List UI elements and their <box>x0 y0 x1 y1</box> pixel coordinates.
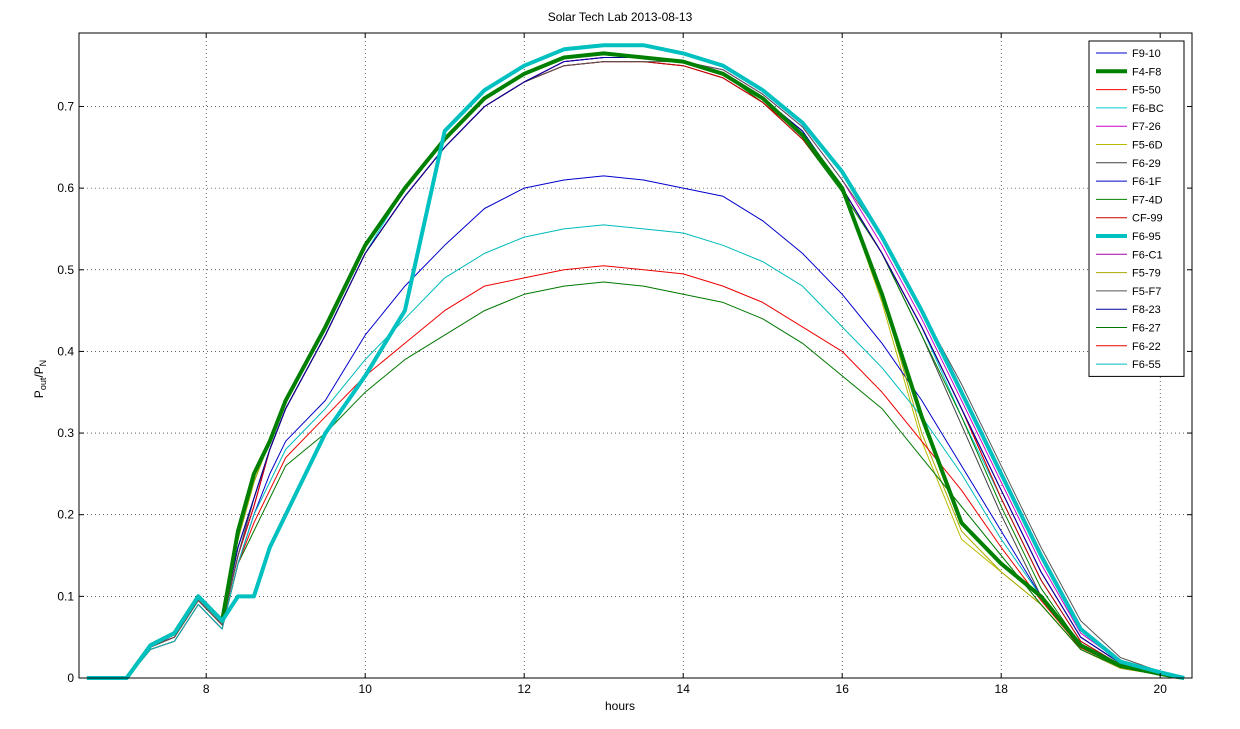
x-tick-label: 18 <box>995 682 1009 696</box>
series-line-f6-c1 <box>86 57 1185 679</box>
series-line-f6-bc <box>86 52 1185 679</box>
y-tick-label: 0.3 <box>57 426 74 440</box>
legend-entry: F5-F7 <box>1132 286 1161 298</box>
y-tick-label: 0 <box>67 671 74 685</box>
legend-entry: F6-95 <box>1132 231 1161 243</box>
axes-box <box>78 32 1193 679</box>
legend-entry: F6-1F <box>1132 176 1162 188</box>
legend-entry: F5-79 <box>1132 268 1161 280</box>
x-tick-label: 20 <box>1154 682 1168 696</box>
series-line-f9-10 <box>86 57 1185 679</box>
series-line-f6-55 <box>86 224 1185 679</box>
x-tick-label: 14 <box>677 682 691 696</box>
legend-entry: F6-55 <box>1132 359 1161 371</box>
series-line-cf-99 <box>86 61 1185 679</box>
x-tick-label: 10 <box>359 682 373 696</box>
x-axis-label: hours <box>604 699 636 713</box>
chart-title: Solar Tech Lab 2013-08-13 <box>547 10 693 24</box>
legend-entry: F5-50 <box>1132 85 1161 97</box>
legend: F9-10 F4-F8 F5-50 F6-BC F7-26 F5-6D F6-29 F6-1F… <box>1088 40 1185 377</box>
series-line-f5-f7 <box>86 61 1185 679</box>
legend-entry: F4-F8 <box>1132 66 1161 78</box>
legend-entry: F6-BC <box>1132 103 1164 115</box>
x-tick-label: 16 <box>836 682 850 696</box>
series-line-f5-6d <box>86 52 1185 679</box>
series-line-f6-29 <box>86 61 1185 679</box>
series-line-f5-50 <box>86 61 1185 679</box>
legend-entry: F6-C1 <box>1132 249 1163 261</box>
series-line-f5-79 <box>86 52 1185 679</box>
y-tick-label: 0.4 <box>57 344 74 358</box>
legend-entry: F8-23 <box>1132 304 1161 316</box>
legend-entry: F6-29 <box>1132 158 1161 170</box>
legend-entry: F7-4D <box>1132 194 1163 206</box>
series-layer <box>86 43 1185 680</box>
legend-entry: F6-22 <box>1132 341 1161 353</box>
legend-box <box>1088 40 1185 377</box>
y-tick-label: 0.1 <box>57 589 74 603</box>
x-tick-label: 8 <box>203 682 210 696</box>
series-line-f4-f8 <box>86 51 1185 680</box>
grid-lines <box>79 33 1192 678</box>
series-line-f6-1f <box>86 175 1185 679</box>
x-tick-label: 12 <box>518 682 532 696</box>
y-tick-label: 0.6 <box>57 181 74 195</box>
legend-entry: F7-26 <box>1132 121 1161 133</box>
y-tick-label: 0.7 <box>57 99 74 113</box>
series-line-f7-4d <box>86 52 1185 679</box>
legend-entry: F9-10 <box>1132 48 1161 60</box>
legend-entry: F6-27 <box>1132 323 1161 335</box>
series-line-f7-26 <box>86 57 1185 679</box>
series-line-f8-23 <box>86 57 1185 679</box>
y-tick-label: 0.5 <box>57 263 74 277</box>
tick-marks: 8 10 12 14 16 18 20 0 0.1 0.2 0.3 0.4 0.5 0.6 0.7 <box>57 33 1192 696</box>
y-tick-label: 0.2 <box>57 508 74 522</box>
legend-entry: CF-99 <box>1132 213 1163 225</box>
series-line-f6-95 <box>86 43 1185 680</box>
series-line-f6-22 <box>86 265 1185 679</box>
legend-entry: F5-6D <box>1132 140 1163 152</box>
